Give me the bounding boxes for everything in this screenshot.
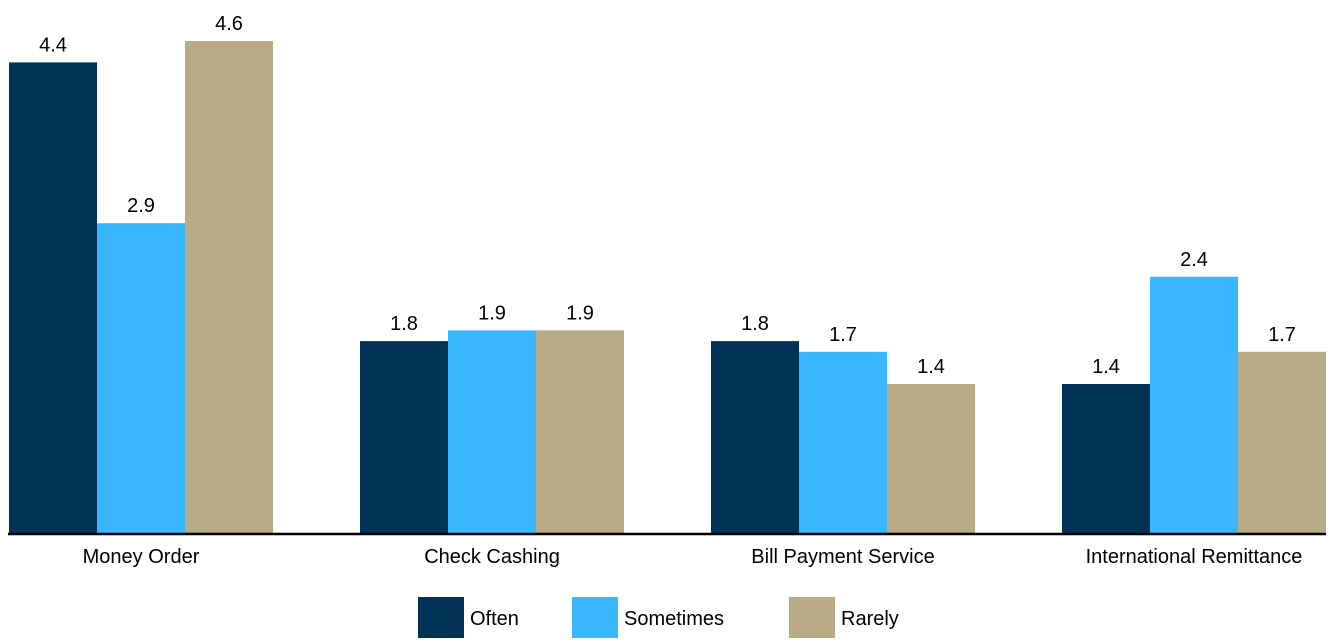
data-label-sometimes-1: 2.9 — [127, 195, 155, 217]
x-tick-label: Bill Payment Service — [751, 546, 934, 568]
bar-rarely-4 — [1238, 351, 1326, 534]
data-label-rarely-4: 1.7 — [1268, 324, 1296, 346]
data-label-rarely-3: 1.4 — [917, 356, 945, 378]
legend: Often Sometimes Rarely — [418, 597, 899, 638]
x-tick-labels-group: Money Order Check Cashing Bill Payment Ser… — [83, 546, 1303, 568]
data-label-often-3: 1.8 — [741, 313, 769, 335]
bar-sometimes-4 — [1150, 276, 1238, 534]
x-tick-label: Money Order — [83, 546, 200, 568]
data-label-rarely-1: 4.6 — [215, 13, 243, 35]
legend-swatch-sometimes — [572, 597, 618, 638]
bar-sometimes-2 — [448, 330, 536, 534]
legend-label-rarely: Rarely — [841, 608, 899, 630]
bar-sometimes-3 — [799, 351, 887, 534]
bar-rarely-1 — [185, 41, 273, 534]
data-label-rarely-2: 1.9 — [566, 302, 594, 324]
bar-rarely-2 — [536, 330, 624, 534]
data-label-sometimes-2: 1.9 — [478, 302, 506, 324]
bar-rarely-3 — [887, 384, 975, 534]
data-label-sometimes-3: 1.7 — [829, 324, 857, 346]
data-label-sometimes-4: 2.4 — [1180, 249, 1208, 271]
bar-often-2 — [360, 341, 448, 534]
bar-often-1 — [9, 62, 97, 535]
bar-often-4 — [1062, 384, 1150, 534]
bars-group — [9, 41, 1326, 535]
data-label-often-4: 1.4 — [1092, 356, 1120, 378]
legend-label-sometimes: Sometimes — [624, 608, 724, 630]
bar-often-3 — [711, 341, 799, 534]
x-tick-label: International Remittance — [1086, 546, 1303, 568]
data-label-often-1: 4.4 — [39, 34, 67, 56]
legend-swatch-often — [418, 597, 464, 638]
legend-swatch-rarely — [789, 597, 835, 638]
legend-label-often: Often — [470, 608, 519, 630]
data-labels-group: 4.4 2.9 4.6 1.8 1.9 1.9 1.8 1.7 1.4 1.4 2.4 1.7 — [39, 13, 1296, 378]
data-label-often-2: 1.8 — [390, 313, 418, 335]
x-tick-label: Check Cashing — [424, 546, 560, 568]
bar-sometimes-1 — [97, 223, 185, 534]
